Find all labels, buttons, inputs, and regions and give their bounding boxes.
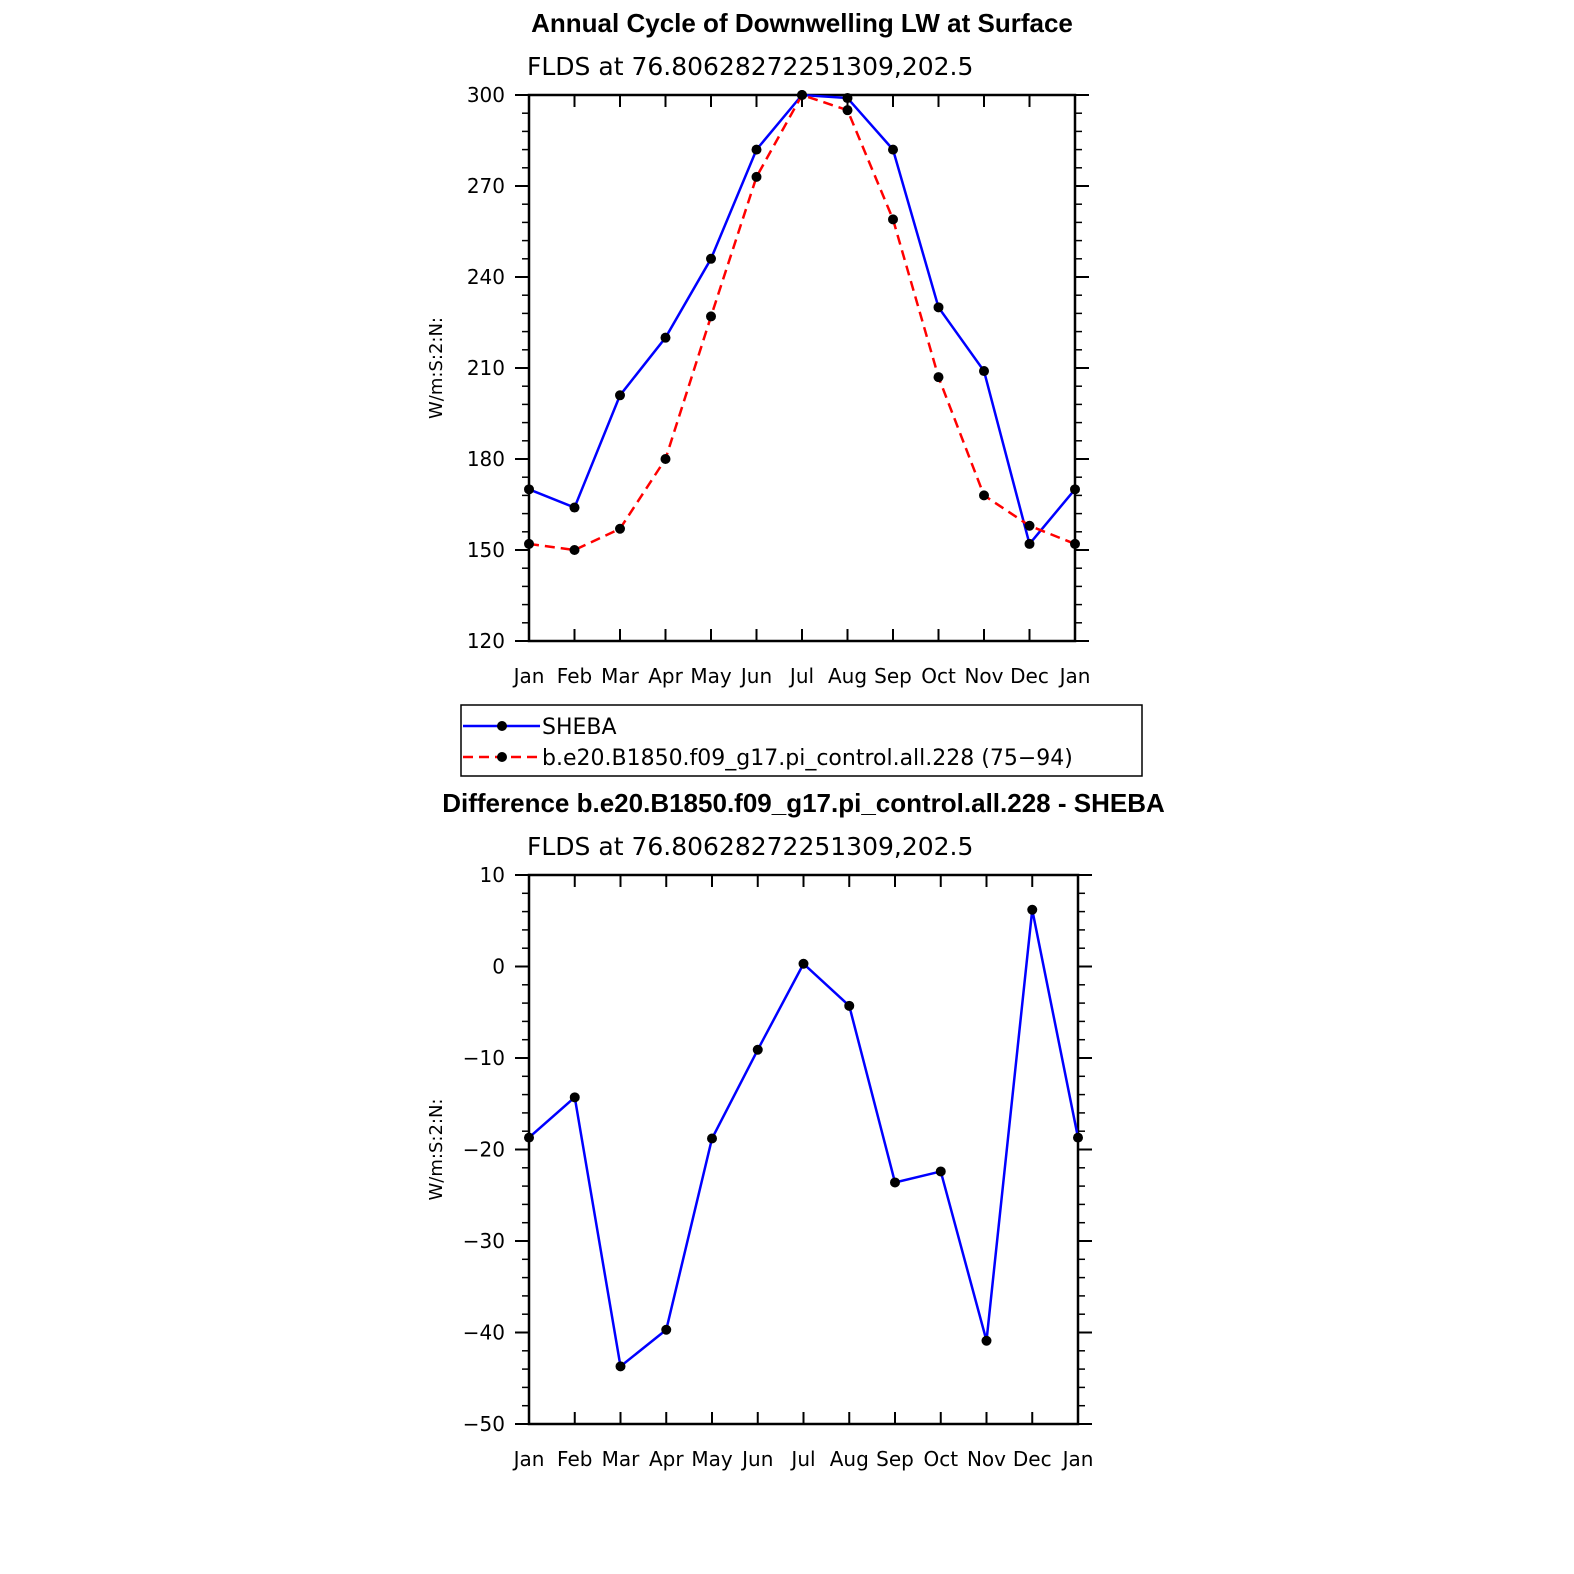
y-tick-label: 150 [467,538,505,562]
chart-title: Annual Cycle of Downwelling LW at Surfac… [531,8,1073,38]
y-axis-label: W/m:S:2:N: [426,1099,447,1201]
data-point [1073,1132,1083,1143]
x-tick-label: Nov [967,1447,1006,1471]
chart-difference: Difference b.e20.B1850.f09_g17.pi_contro… [426,788,1165,1471]
y-tick-label: 300 [467,83,505,107]
x-tick-label: Apr [648,664,683,688]
series-line-1 [528,93,1076,552]
x-tick-label: Dec [1013,1447,1052,1471]
data-point [979,490,989,501]
chart-title: Difference b.e20.B1850.f09_g17.pi_contro… [442,788,1165,818]
x-tick-label: Jan [1061,1447,1094,1471]
y-tick-label: −50 [463,1412,505,1436]
plot-frame [527,873,1080,1426]
data-point [661,1324,672,1335]
y-tick-label: 270 [467,174,505,198]
data-point [751,171,762,182]
data-point [569,1092,580,1103]
data-point [751,144,762,155]
series-line-0 [528,93,1076,547]
data-point [615,390,625,401]
y-tick-label: 210 [467,356,505,380]
data-point [1070,538,1080,549]
x-tick-label: May [691,1447,733,1471]
data-point [979,366,989,377]
chart-annual-cycle: Annual Cycle of Downwelling LW at Surfac… [426,8,1090,688]
x-tick-label: Oct [923,1447,958,1471]
data-point [981,1335,992,1346]
data-point [935,1166,946,1177]
data-point [615,523,625,534]
y-tick-label: −40 [463,1321,505,1345]
data-point [524,484,534,495]
y-tick-label: −10 [463,1046,505,1070]
y-tick-label: −30 [463,1229,505,1253]
data-point [569,502,580,513]
data-point [707,1133,717,1144]
data-point [569,545,580,555]
data-point [1024,520,1035,531]
x-tick-label: Aug [830,1447,869,1471]
data-point [933,372,944,383]
chart-subtitle: FLDS at 76.80628272251309,202.5 [527,52,973,81]
data-point [842,93,853,104]
data-point [752,1044,763,1055]
y-tick-label: −20 [463,1138,505,1162]
x-tick-label: Jan [512,1447,545,1471]
data-point [524,538,534,549]
x-tick-label: Dec [1010,664,1049,688]
legend-entry-0: SHEBA [542,715,617,740]
x-tick-label: Aug [828,664,867,688]
y-tick-label: 0 [492,955,505,979]
data-point [888,144,898,155]
x-tick-label: Jan [1058,664,1091,688]
x-tick-label: Jul [789,1447,815,1471]
x-tick-label: Feb [557,1447,592,1471]
series-line-0 [528,909,1080,1369]
data-point [1070,484,1080,495]
legend: SHEBA b.e20.B1850.f09_g17.pi_control.all.… [460,704,1143,777]
x-tick-label: Mar [601,664,640,688]
legend-box [460,704,1143,777]
legend-swatch-marker [497,752,507,762]
y-tick-label: 180 [467,447,505,471]
y-tick-label: 10 [480,863,505,887]
x-tick-label: Feb [557,664,592,688]
legend-entry-1: b.e20.B1850.f09_g17.pi_control.all.228 (… [542,746,1073,771]
data-point [524,1132,534,1143]
data-point [890,1177,900,1188]
data-point [615,1361,626,1372]
chart-subtitle: FLDS at 76.80628272251309,202.5 [527,832,973,861]
x-tick-label: May [690,664,732,688]
x-tick-label: Mar [602,1447,641,1471]
data-point [706,253,716,264]
x-tick-label: Apr [649,1447,684,1471]
y-tick-label: 120 [467,629,505,653]
x-tick-label: Sep [874,664,912,688]
data-point [933,302,944,313]
data-point [706,311,716,322]
data-point [844,1000,855,1011]
data-point [798,958,809,969]
x-tick-label: Jun [739,664,772,688]
y-tick-label: 240 [467,265,505,289]
data-point [1024,538,1035,549]
data-point [888,214,898,225]
data-point [660,454,671,464]
y-axis-label: W/m:S:2:N: [426,317,447,419]
x-tick-label: Jun [740,1447,773,1471]
x-tick-label: Jul [788,664,814,688]
x-tick-label: Jan [512,664,545,688]
data-point [660,332,671,343]
legend-swatch-marker [497,721,507,731]
data-point [1027,904,1038,915]
plot-frame [527,93,1077,643]
data-point [797,90,807,100]
x-tick-label: Sep [876,1447,914,1471]
data-point [842,105,853,116]
x-tick-label: Nov [964,664,1003,688]
x-tick-label: Oct [921,664,956,688]
